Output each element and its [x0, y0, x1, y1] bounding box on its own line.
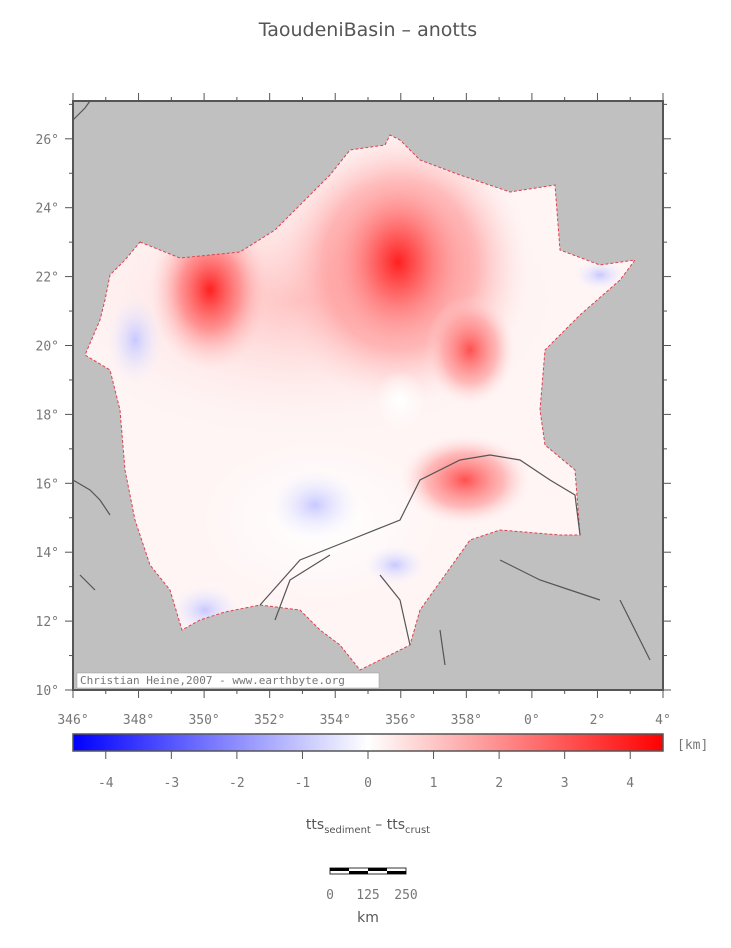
rivers-borders	[72, 100, 651, 666]
colorbar-tick-label: -1	[295, 776, 311, 791]
lat-label: 10°	[36, 684, 59, 699]
lon-label: 0°	[524, 713, 540, 728]
colorbar-tick-label: 4	[626, 776, 634, 791]
label-subscript: sediment	[324, 825, 371, 836]
scale-label: 0	[326, 888, 334, 903]
scale-label: 250	[394, 888, 417, 903]
colorbar-tick-label: 2	[495, 776, 503, 791]
lon-label: 358°	[451, 713, 482, 728]
label-part: –	[371, 817, 387, 833]
credit-box	[76, 672, 380, 689]
scale-unit: km	[357, 910, 379, 926]
label-part: tts	[387, 817, 405, 833]
title: TaoudeniBasin – anotts	[258, 19, 477, 41]
label-part: tts	[306, 817, 324, 833]
scale-label: 125	[356, 888, 379, 903]
colorbar-tick-label: -3	[164, 776, 180, 791]
colorbar-tick-label: -4	[98, 776, 114, 791]
colorbar-tick-label: 1	[430, 776, 438, 791]
label-subscript: crust	[405, 825, 430, 836]
lat-label: 20°	[36, 340, 59, 355]
lat-label: 22°	[36, 271, 59, 286]
credit: Christian Heine,2007 - www.earthbyte.org	[80, 674, 345, 687]
lat-label: 26°	[36, 133, 59, 148]
lon-label: 356°	[385, 713, 416, 728]
colorbar-label: ttssediment – ttscrust	[306, 817, 430, 836]
lat-label: 18°	[36, 408, 59, 423]
colorbar-tick-label: -2	[229, 776, 245, 791]
lon-label: 354°	[320, 713, 351, 728]
scale-bar	[329, 867, 407, 875]
lon-label: 346°	[57, 713, 88, 728]
lon-label: 350°	[188, 713, 219, 728]
lat-label: 16°	[36, 477, 59, 492]
colorbar-unit: [km]	[677, 738, 708, 753]
lon-label: 4°	[655, 713, 671, 728]
lon-label: 348°	[123, 713, 154, 728]
colorbar-tick-label: 0	[364, 776, 372, 791]
lat-label: 12°	[36, 615, 59, 630]
lat-label: 14°	[36, 546, 59, 561]
lat-label: 24°	[36, 202, 59, 217]
colorbar	[72, 733, 664, 752]
lon-label: 2°	[590, 713, 606, 728]
colorbar-tick-label: 3	[561, 776, 569, 791]
lon-label: 352°	[254, 713, 285, 728]
